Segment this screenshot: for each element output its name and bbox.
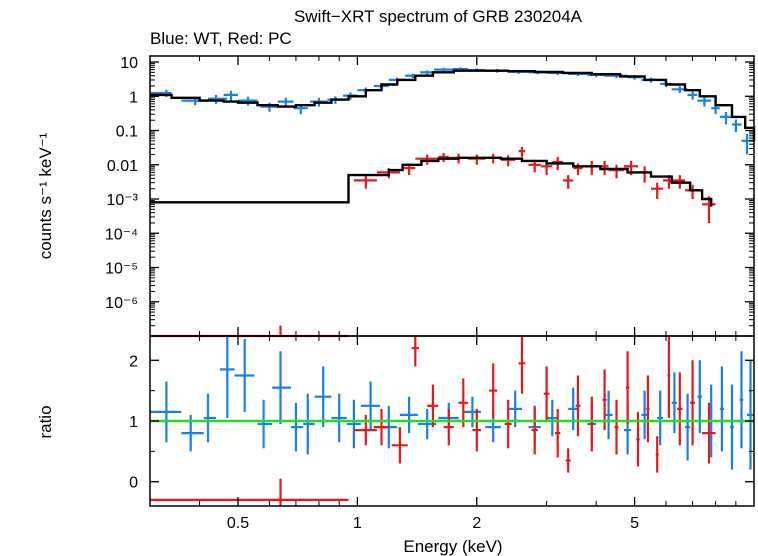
model-curve xyxy=(150,156,713,207)
x-tick-label: 1 xyxy=(353,515,362,532)
y-tick-label: 0.1 xyxy=(116,124,138,141)
y-tick-label: 10⁻⁶ xyxy=(105,295,138,312)
x-axis-label: Energy (keV) xyxy=(403,537,502,556)
x-tick-label: 0.5 xyxy=(227,515,249,532)
y-tick-label: 1 xyxy=(129,89,138,106)
y-tick-label: 10⁻⁵ xyxy=(105,261,138,278)
model-curve xyxy=(150,69,756,141)
y-tick-label: 10⁻³ xyxy=(106,192,138,209)
y-tick-label: 0 xyxy=(129,475,138,492)
x-tick-label: 5 xyxy=(630,515,639,532)
y-axis-label-ratio: ratio xyxy=(36,405,55,438)
chart-subtitle: Blue: WT, Red: PC xyxy=(150,29,292,48)
x-tick-label: 2 xyxy=(472,515,481,532)
y-tick-label: 2 xyxy=(129,353,138,370)
chart-title: Swift−XRT spectrum of GRB 230204A xyxy=(294,7,583,26)
y-tick-label: 10⁻⁴ xyxy=(105,226,138,243)
y-tick-label: 0.01 xyxy=(107,158,138,175)
y-tick-label: 10 xyxy=(120,55,138,72)
panel-frame xyxy=(149,55,755,337)
y-tick-label: 1 xyxy=(129,414,138,431)
plot-area: 10 1 0.1 0.01 10⁻³ 10⁻⁴ 10⁻⁵ 10⁻⁶ 0 1 2 0.5 1 2 5 xyxy=(105,55,756,532)
y-axis-label-spectrum: counts s⁻¹ keV⁻¹ xyxy=(36,132,55,259)
